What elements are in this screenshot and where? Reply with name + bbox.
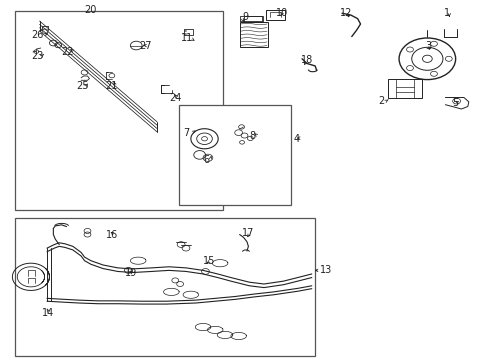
Text: 1: 1 bbox=[444, 8, 449, 18]
Text: 6: 6 bbox=[203, 155, 209, 165]
Text: 25: 25 bbox=[76, 81, 89, 91]
Text: 26: 26 bbox=[31, 30, 44, 40]
Bar bbox=[15, 218, 315, 356]
Text: 19: 19 bbox=[125, 268, 137, 278]
Text: 17: 17 bbox=[242, 228, 254, 238]
Text: 21: 21 bbox=[105, 81, 118, 91]
Text: 16: 16 bbox=[105, 230, 118, 239]
Text: 18: 18 bbox=[300, 55, 312, 65]
Bar bbox=[244, 16, 263, 22]
Bar bbox=[178, 105, 290, 205]
Bar bbox=[266, 10, 285, 21]
Text: 8: 8 bbox=[249, 131, 255, 141]
Text: 3: 3 bbox=[424, 41, 430, 50]
Text: 15: 15 bbox=[203, 256, 215, 266]
Text: 12: 12 bbox=[339, 8, 351, 18]
Text: 20: 20 bbox=[84, 5, 97, 15]
Bar bbox=[387, 79, 421, 98]
Text: 11: 11 bbox=[181, 33, 193, 43]
Text: 13: 13 bbox=[320, 265, 332, 275]
Text: 10: 10 bbox=[276, 8, 288, 18]
Text: 27: 27 bbox=[140, 41, 152, 50]
Text: 4: 4 bbox=[293, 134, 299, 144]
Bar bbox=[15, 12, 222, 211]
Text: 7: 7 bbox=[183, 128, 189, 138]
Text: 9: 9 bbox=[242, 12, 248, 22]
Text: 14: 14 bbox=[42, 308, 54, 318]
Text: 5: 5 bbox=[451, 98, 457, 108]
Text: 23: 23 bbox=[31, 51, 44, 61]
Text: 24: 24 bbox=[168, 93, 181, 103]
Bar bbox=[239, 22, 267, 46]
Text: 2: 2 bbox=[378, 96, 384, 106]
Text: 22: 22 bbox=[61, 46, 74, 57]
